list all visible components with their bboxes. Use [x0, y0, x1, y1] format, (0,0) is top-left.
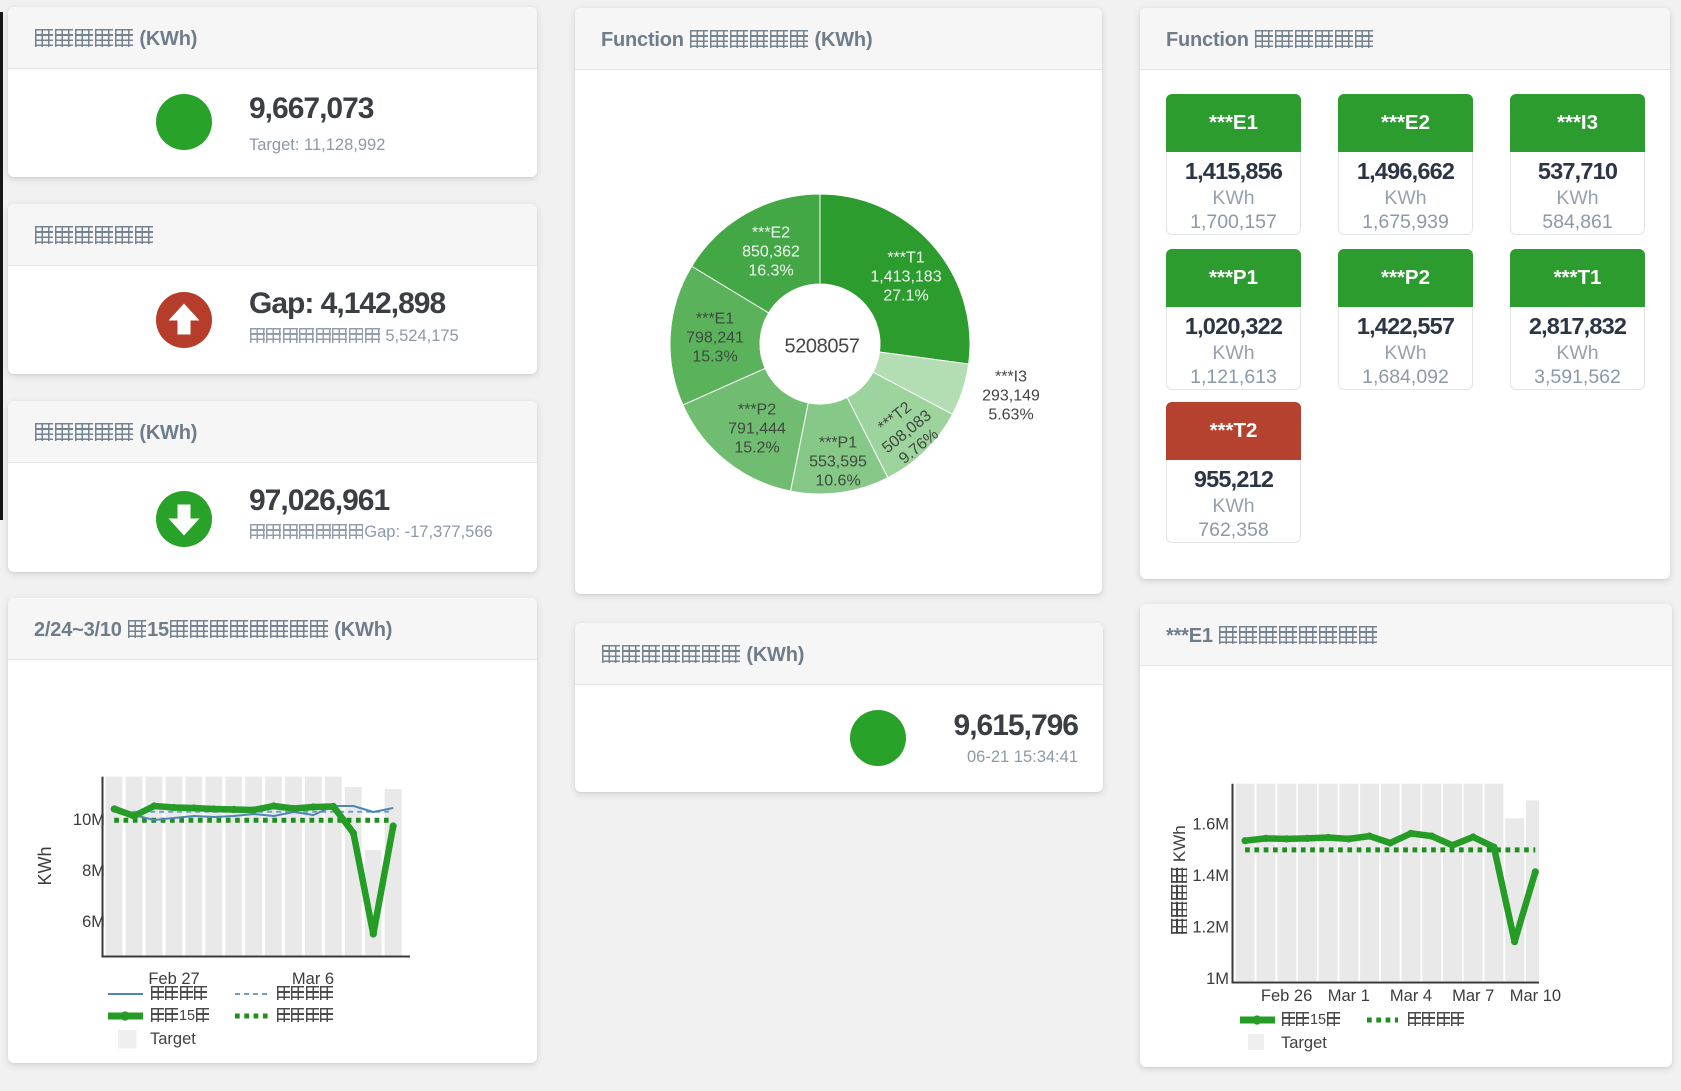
svg-text:1M: 1M	[1206, 970, 1229, 988]
svg-text:1.2M: 1.2M	[1192, 919, 1229, 937]
svg-text:Feb 26: Feb 26	[1261, 987, 1312, 1005]
svg-text:10M: 10M	[73, 811, 105, 829]
svg-text:Mar 10: Mar 10	[1510, 987, 1561, 1005]
svg-text:KWh: KWh	[35, 846, 55, 885]
svg-text:8M: 8M	[82, 862, 105, 880]
svg-text:1.6M: 1.6M	[1192, 816, 1229, 834]
svg-text:6M: 6M	[82, 913, 105, 931]
svg-text:Feb 27: Feb 27	[148, 970, 199, 988]
svg-text:Mar 7: Mar 7	[1452, 987, 1494, 1005]
svg-text:1.4M: 1.4M	[1192, 867, 1229, 885]
svg-text:Mar 6: Mar 6	[292, 970, 334, 988]
svg-text:Mar 4: Mar 4	[1390, 987, 1432, 1005]
svg-text:Mar 1: Mar 1	[1328, 987, 1370, 1005]
